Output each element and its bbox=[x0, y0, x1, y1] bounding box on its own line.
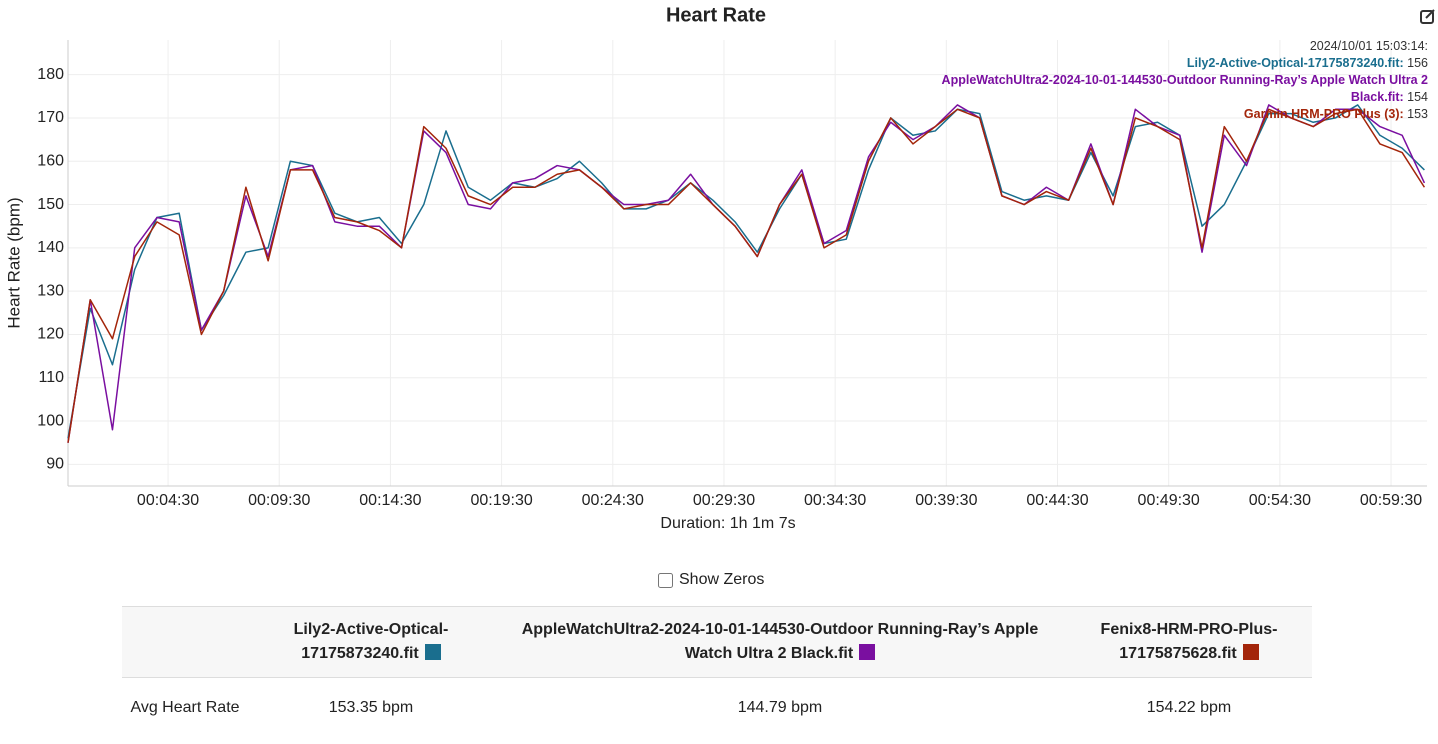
x-tick-label: 00:24:30 bbox=[582, 492, 644, 509]
tooltip-name: Lily2-Active-Optical-17175873240.fit: bbox=[1186, 56, 1404, 70]
series-line bbox=[67, 104, 1426, 443]
table-value: 153.35 bpm bbox=[328, 699, 414, 716]
show-zeros[interactable]: Show Zeros bbox=[658, 571, 764, 589]
tooltip-row: Lily2-Active-Optical-17175873240.fit: 15… bbox=[908, 55, 1428, 72]
y-tick-label: 150 bbox=[37, 196, 64, 213]
y-tick-label: 170 bbox=[37, 109, 64, 126]
y-tick-label: 180 bbox=[37, 66, 64, 83]
y-tick-label: 90 bbox=[46, 456, 64, 473]
stats-table: Lily2-Active-Optical-17175873240.fit Appl… bbox=[122, 606, 1312, 738]
series-name: Fenix8-HRM-PRO-Plus-17175875628.fit bbox=[1100, 621, 1278, 662]
x-axis-label: Duration: 1h 1m 7s bbox=[660, 515, 795, 532]
chart: Heart Rate Heart Rate (bpm) Duration: 1h… bbox=[4, 4, 1435, 532]
tooltip-value: 154 bbox=[1407, 90, 1428, 104]
checkbox[interactable] bbox=[658, 572, 673, 588]
legend-swatch bbox=[859, 644, 876, 660]
series-line bbox=[67, 108, 1426, 443]
header-cell: Lily2-Active-Optical-17175873240.fit bbox=[248, 606, 494, 678]
data-row: Avg Heart Rate 153.35 bpm 144.79 bpm 154.22… bbox=[122, 678, 1312, 739]
row-label: Avg Heart Rate bbox=[130, 699, 240, 716]
tooltip: 2024/10/01 15:03:14: Lily2-Active-Optical… bbox=[908, 38, 1428, 123]
checkbox-label: Show Zeros bbox=[679, 571, 765, 588]
tooltip-name: AppleWatchUltra2-2024-10-01-144530-Outdo… bbox=[941, 73, 1428, 104]
series-line bbox=[67, 104, 1425, 439]
header-row: Lily2-Active-Optical-17175873240.fit Appl… bbox=[122, 606, 1312, 678]
x-tick-label: 00:39:30 bbox=[915, 492, 977, 509]
x-tick-label: 00:19:30 bbox=[470, 492, 532, 509]
x-tick-label: 00:04:30 bbox=[137, 492, 199, 509]
tooltip-value: 153 bbox=[1407, 107, 1428, 121]
tooltip-row: AppleWatchUltra2-2024-10-01-144530-Outdo… bbox=[908, 72, 1428, 106]
series-name: AppleWatchUltra2-2024-10-01-144530-Outdo… bbox=[521, 621, 1039, 662]
x-tick-label: 00:34:30 bbox=[804, 492, 866, 509]
tooltip-time: 2024/10/01 15:03:14: bbox=[1309, 39, 1428, 53]
tooltip-name: Garmin HRM-PRO Plus (3): bbox=[1243, 107, 1404, 121]
x-tick-label: 00:59:30 bbox=[1360, 492, 1422, 509]
chart-title: Heart Rate bbox=[666, 4, 766, 26]
tooltip-value: 156 bbox=[1407, 56, 1428, 70]
x-tick-label: 00:29:30 bbox=[693, 492, 755, 509]
edit-icon[interactable] bbox=[1420, 9, 1435, 24]
table-value: 154.22 bpm bbox=[1146, 699, 1232, 716]
x-tick-label: 00:14:30 bbox=[359, 492, 421, 509]
x-tick-label: 00:44:30 bbox=[1026, 492, 1088, 509]
y-tick-label: 160 bbox=[37, 152, 64, 169]
legend-swatch bbox=[424, 644, 441, 660]
table-value: 144.79 bpm bbox=[737, 699, 823, 716]
y-tick-label: 100 bbox=[37, 412, 64, 429]
y-tick-label: 120 bbox=[37, 326, 64, 343]
x-tick-label: 00:09:30 bbox=[248, 492, 310, 509]
y-tick-label: 140 bbox=[37, 239, 64, 256]
header-cell: Fenix8-HRM-PRO-Plus-17175875628.fit bbox=[1066, 606, 1312, 678]
y-axis-label: Heart Rate (bpm) bbox=[4, 197, 23, 328]
y-tick-label: 130 bbox=[37, 282, 64, 299]
x-tick-label: 00:49:30 bbox=[1138, 492, 1200, 509]
header-cell bbox=[122, 606, 248, 678]
series-name: Lily2-Active-Optical-17175873240.fit bbox=[293, 621, 449, 662]
x-tick-label: 00:54:30 bbox=[1249, 492, 1311, 509]
tooltip-row: Garmin HRM-PRO Plus (3): 153 bbox=[908, 106, 1428, 123]
y-tick-label: 110 bbox=[38, 369, 64, 386]
header-cell: AppleWatchUltra2-2024-10-01-144530-Outdo… bbox=[494, 606, 1066, 678]
legend-swatch bbox=[1242, 644, 1259, 660]
